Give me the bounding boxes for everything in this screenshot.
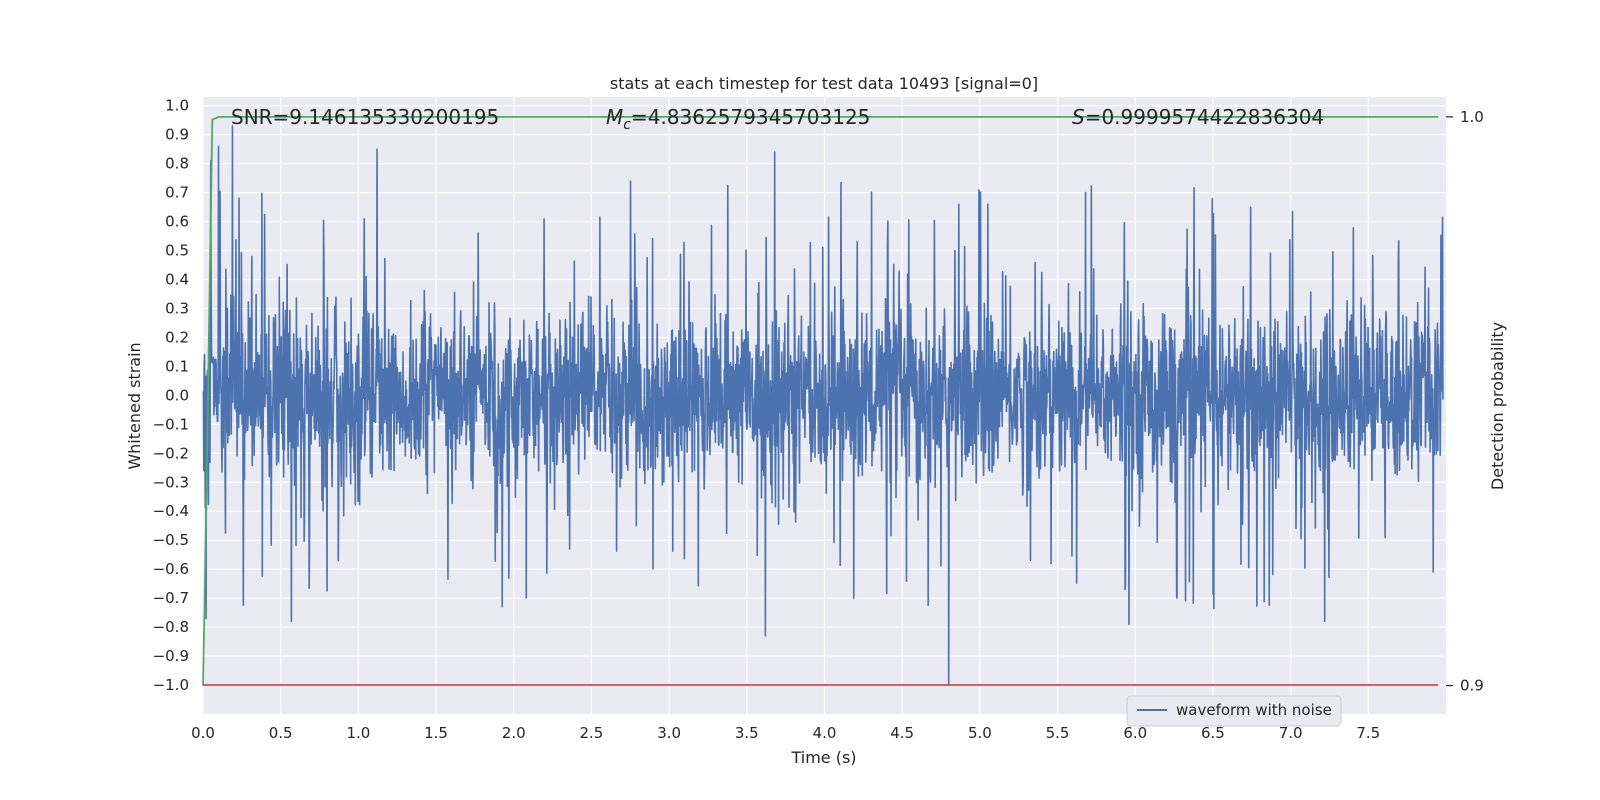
legend: waveform with noise xyxy=(1126,695,1342,727)
x-tick-label: 3.5 xyxy=(735,724,759,742)
chirp-mass-subscript: c xyxy=(623,117,631,133)
legend-entry-waveform: waveform with noise xyxy=(1176,701,1332,719)
x-tick-label: 5.0 xyxy=(968,724,992,742)
y-tick-label: 0.7 xyxy=(165,184,189,202)
x-tick-label: 6.5 xyxy=(1201,724,1225,742)
y-tick-label: 0.2 xyxy=(165,328,189,346)
statistic-symbol: S xyxy=(1072,105,1085,129)
x-tick-label: 6.0 xyxy=(1123,724,1147,742)
series-waveform-with-noise xyxy=(202,125,1444,686)
y-tick-label: 1.0 xyxy=(165,97,189,115)
chirp-mass-symbol: M xyxy=(606,105,623,129)
x-tick-label: 7.0 xyxy=(1279,724,1303,742)
detection-probability-line xyxy=(202,116,1439,686)
y2-axis-label: Detection probability xyxy=(1488,322,1507,490)
x-tick-label: 0.0 xyxy=(191,724,215,742)
y-tick-label: −0.8 xyxy=(153,618,189,636)
x-axis-label: Time (s) xyxy=(790,748,856,767)
chirp-mass-annotation: Mc=4.8362579345703125 xyxy=(606,105,870,133)
chirp-mass-value: =4.8362579345703125 xyxy=(631,105,870,129)
y-axis-label: Whitened strain xyxy=(125,342,144,469)
overlay-lines xyxy=(202,116,1439,686)
y-tick-label: −0.3 xyxy=(153,473,189,491)
x-tick-label: 2.5 xyxy=(580,724,604,742)
y-tick-label: 0.6 xyxy=(165,213,189,231)
x-tick-label: 5.5 xyxy=(1046,724,1070,742)
x-tick-label: 4.0 xyxy=(813,724,837,742)
y-tick-label: −0.9 xyxy=(153,647,189,665)
y-tick-label: 0.5 xyxy=(165,242,189,260)
y-tick-label: 0.4 xyxy=(165,270,189,288)
waveform-line xyxy=(202,125,1444,686)
y2-tick-label: 1.0 xyxy=(1460,108,1484,126)
x-tick-label: 7.5 xyxy=(1356,724,1380,742)
y2-tick-label: 0.9 xyxy=(1460,677,1484,695)
chart-title: stats at each timestep for test data 104… xyxy=(610,74,1038,93)
y-tick-label: −0.7 xyxy=(153,589,189,607)
x-tick-label: 3.0 xyxy=(657,724,681,742)
x-tick-label: 4.5 xyxy=(890,724,914,742)
statistic-value: =0.9999574422836304 xyxy=(1085,105,1324,129)
y-tick-label: −0.4 xyxy=(153,502,189,520)
x-tick-label: 1.5 xyxy=(424,724,448,742)
y-tick-label: −1.0 xyxy=(153,676,189,694)
y-tick-label: −0.5 xyxy=(153,531,189,549)
snr-annotation: SNR=9.146135330200195 xyxy=(231,105,499,129)
x-tick-label: 2.0 xyxy=(502,724,526,742)
statistic-annotation: S=0.9999574422836304 xyxy=(1072,105,1324,129)
x-tick-label: 0.5 xyxy=(269,724,293,742)
y-tick-label: −0.6 xyxy=(153,560,189,578)
y-tick-label: 0.1 xyxy=(165,357,189,375)
legend-box xyxy=(1126,695,1342,727)
y-tick-label: 0.0 xyxy=(165,386,189,404)
y-tick-label: −0.2 xyxy=(153,444,189,462)
y-tick-label: −0.1 xyxy=(153,415,189,433)
x-tick-label: 1.0 xyxy=(346,724,370,742)
y-tick-label: 0.9 xyxy=(165,126,189,144)
y-tick-label: 0.3 xyxy=(165,299,189,317)
ticks: 0.0 0.5 1.0 1.5 2.0 2.5 3.0 3.5 4.0 4.5 5.0 5.5 6.0 6… xyxy=(153,97,1484,742)
y-tick-label: 0.8 xyxy=(165,155,189,173)
